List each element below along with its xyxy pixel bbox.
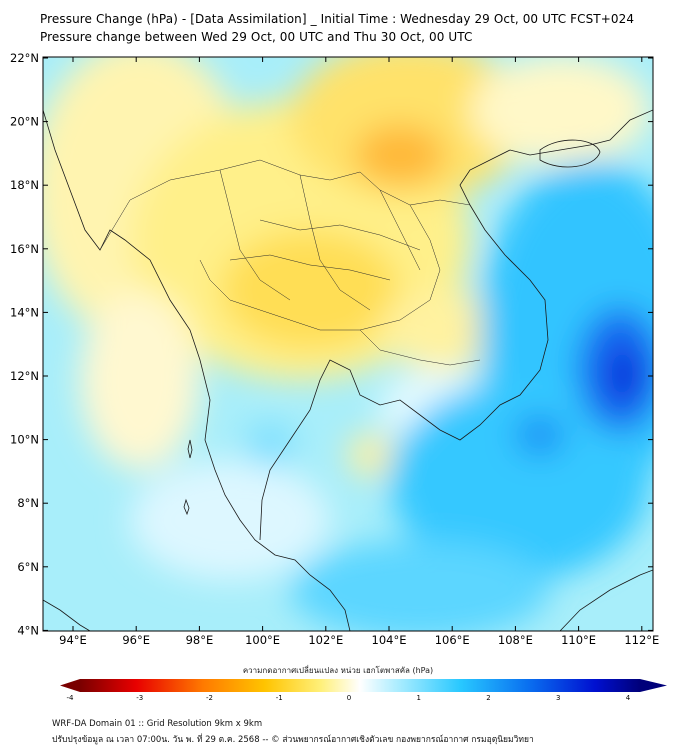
lon-label: 108°E — [498, 633, 533, 647]
lon-label: 112°E — [624, 633, 659, 647]
lon-label: 102°E — [308, 633, 343, 647]
lat-label: 16°N — [10, 242, 39, 256]
colorbar-tick-label: -3 — [136, 694, 143, 702]
lat-label: 14°N — [10, 305, 39, 319]
footer-model-info: WRF-DA Domain 01 :: Grid Resolution 9km … — [52, 719, 263, 729]
lat-label: 12°N — [10, 369, 39, 383]
colorbar-title: ความกดอากาศเปลี่ยนแปลง หน่วย เฮกโตพาสคัล… — [242, 666, 434, 675]
lon-label: 94°E — [59, 633, 87, 647]
longitude-axis: 94°E 96°E 98°E 100°E 102°E 104°E 106°E 108°E 110… — [59, 57, 659, 647]
lat-label: 22°N — [10, 51, 39, 65]
colorbar-tick-label: -4 — [67, 694, 75, 702]
lat-label: 20°N — [10, 115, 39, 129]
lon-label: 106°E — [435, 633, 470, 647]
map-frame — [42, 56, 654, 632]
lat-label: 6°N — [17, 560, 39, 574]
coastlines — [43, 109, 653, 631]
lat-label: 4°N — [17, 623, 39, 637]
lon-label: 100°E — [245, 633, 280, 647]
colorbar-tick-label: 1 — [417, 694, 421, 702]
admin-borders — [99, 159, 481, 366]
colorbar-ticks: -4 -3 -2 -1 0 1 2 3 4 — [67, 694, 631, 702]
colorbar: -4 -3 -2 -1 0 1 2 3 4 — [60, 679, 667, 702]
lat-label: 10°N — [10, 433, 39, 447]
lon-label: 104°E — [372, 633, 407, 647]
colorbar-tick-label: 4 — [626, 694, 631, 702]
colorbar-tick-label: 0 — [347, 694, 351, 702]
pressure-field — [43, 57, 653, 631]
latitude-axis: 22°N 20°N 18°N 16°N 14°N 12°N 10°N 8°N 6°N 4°N — [10, 51, 653, 637]
lon-label: 96°E — [122, 633, 150, 647]
lat-label: 18°N — [10, 178, 39, 192]
colorbar-tick-label: 3 — [556, 694, 560, 702]
colorbar-tick-label: -1 — [276, 694, 283, 702]
lat-label: 8°N — [17, 496, 39, 510]
lon-label: 110°E — [561, 633, 596, 647]
footer-update-info: ปรับปรุงข้อมูล ณ เวลา 07:00น. วัน พ. ที่… — [52, 735, 534, 745]
colorbar-tick-label: 2 — [486, 694, 490, 702]
colorbar-tick-label: -2 — [206, 694, 213, 702]
map-subtitle: Pressure change between Wed 29 Oct, 00 U… — [40, 30, 473, 44]
lon-label: 98°E — [186, 633, 214, 647]
map-title: Pressure Change (hPa) - [Data Assimilati… — [40, 12, 635, 26]
